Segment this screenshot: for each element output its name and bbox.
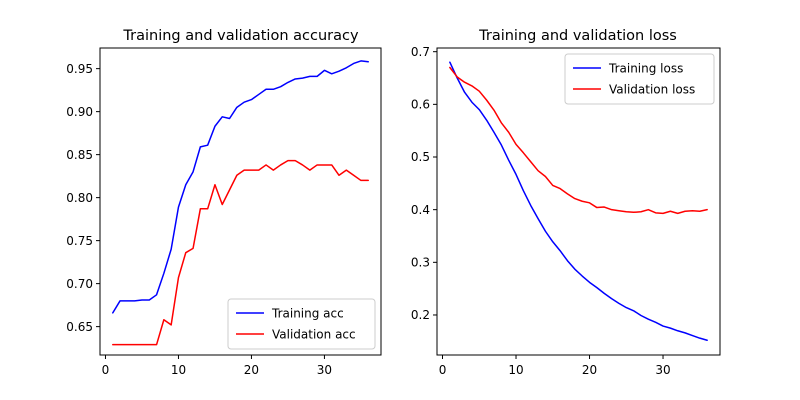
loss-y-tick-label: 0.6 [411,98,430,112]
loss-chart-title: Training and validation loss [478,28,677,44]
accuracy-y-tick-label: 0.90 [66,105,93,119]
loss-legend-label-validation-loss: Validation loss [609,82,695,96]
accuracy-y-ticks: 0.65 0.70 0.75 0.80 0.85 0.90 0.95 [66,62,100,334]
loss-x-ticks: 0 10 20 30 [439,355,671,377]
accuracy-y-tick-label: 0.85 [66,148,93,162]
loss-plot-frame [436,47,721,356]
loss-y-tick-label: 0.3 [411,256,430,270]
accuracy-x-ticks: 0 10 20 30 [102,355,332,377]
loss-legend: Training loss Validation loss [564,53,715,105]
loss-y-tick-label: 0.5 [411,150,430,164]
loss-y-tick-label: 0.4 [411,203,430,217]
accuracy-series-layer [112,60,369,346]
accuracy-y-tick-label: 0.80 [66,191,93,205]
accuracy-plot-frame [99,47,382,356]
accuracy-x-tick-label: 20 [244,363,259,377]
accuracy-y-tick-label: 0.75 [66,234,93,248]
loss-y-ticks: 0.2 0.3 0.4 0.5 0.6 0.7 [411,45,437,322]
accuracy-legend-box [227,298,376,350]
accuracy-legend-label-training-acc: Training acc [271,306,344,320]
loss-series-validation-loss [449,66,708,215]
accuracy-y-tick-label: 0.65 [66,320,93,334]
accuracy-y-tick-label: 0.95 [66,62,93,76]
loss-x-tick-label: 10 [508,363,523,377]
loss-y-tick-label: 0.7 [411,45,430,59]
accuracy-x-tick-label: 30 [317,363,332,377]
accuracy-x-tick-label: 0 [102,363,110,377]
loss-chart: Training and validation loss 0 10 20 30 0.2… [411,28,721,377]
accuracy-series-validation-acc [112,159,369,346]
loss-legend-label-training-loss: Training loss [608,61,683,75]
accuracy-chart-title: Training and validation accuracy [122,28,359,44]
loss-x-tick-label: 20 [582,363,597,377]
accuracy-x-tick-label: 10 [171,363,186,377]
accuracy-y-tick-label: 0.70 [66,277,93,291]
loss-legend-box [564,53,715,105]
loss-series-layer [449,61,708,342]
loss-y-tick-label: 0.2 [411,308,430,322]
accuracy-legend: Training acc Validation acc [227,298,376,350]
accuracy-legend-label-validation-acc: Validation acc [272,327,356,341]
loss-series-training-loss [449,61,708,342]
loss-x-tick-label: 30 [655,363,670,377]
accuracy-chart: Training and validation accuracy 0 10 20 30… [66,28,382,377]
loss-x-tick-label: 0 [439,363,447,377]
accuracy-series-training-acc [112,60,369,314]
